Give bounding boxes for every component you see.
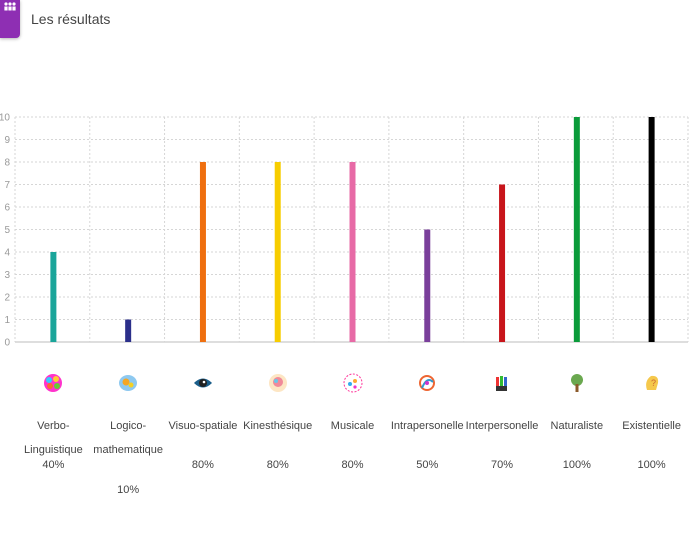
category-percentage: 50% [416,459,439,471]
y-tick-label: 4 [4,248,10,259]
y-tick-label: 0 [4,338,10,349]
category-label: Naturaliste [550,420,604,432]
category-percentage: 70% [491,459,514,471]
bar-1 [125,319,132,342]
category-label: Intrapersonelle [390,420,464,432]
bar-0 [50,252,57,342]
y-tick-label: 7 [4,180,10,191]
bar-4 [349,162,356,342]
bar-3 [274,162,281,342]
music-notes-icon [342,372,364,394]
bar-7 [573,117,580,342]
page-title: Les résultats [31,11,111,27]
category-percentage: 40% [42,459,65,471]
y-tick-label: 1 [4,315,10,326]
header-badge [0,0,20,38]
category-label: Visuo-spatiale [168,420,238,432]
y-tick-label: 2 [4,293,10,304]
bar-5 [424,229,431,342]
category-label: Interpersonelle [465,420,539,432]
brain-body-icon [267,372,289,394]
y-tick-label: 9 [4,135,10,146]
category-label: Verbo-Linguistique [24,420,83,456]
y-tick-label: 10 [0,113,10,124]
category-percentage: 100% [562,459,591,471]
y-tick-label: 8 [4,158,10,169]
self-figure-icon [416,372,438,394]
category-percentage: 80% [266,459,289,471]
category-percentage: 10% [117,484,140,496]
bar-8 [648,117,655,342]
eye-icon [192,372,214,394]
y-tick-label: 6 [4,203,10,214]
y-tick-label: 3 [4,270,10,281]
category-percentage: 80% [341,459,364,471]
category-label: Logico-mathematique [93,420,164,456]
bar-2 [199,162,206,342]
brain-colorful-icon [42,372,64,394]
bar-6 [499,184,506,342]
category-label: Existentielle [622,420,681,432]
y-tick-label: 5 [4,225,10,236]
people-group-icon [4,2,16,11]
tree-icon [566,372,588,394]
hands-icon [491,372,513,394]
brain-gears-icon [117,372,139,394]
category-label: Musicale [330,420,375,432]
question-head-icon: ? [641,372,663,394]
svg-text:?: ? [651,378,656,388]
category-percentage: 80% [191,459,214,471]
category-percentage: 100% [637,459,666,471]
category-label: Kinesthésique [243,420,313,432]
